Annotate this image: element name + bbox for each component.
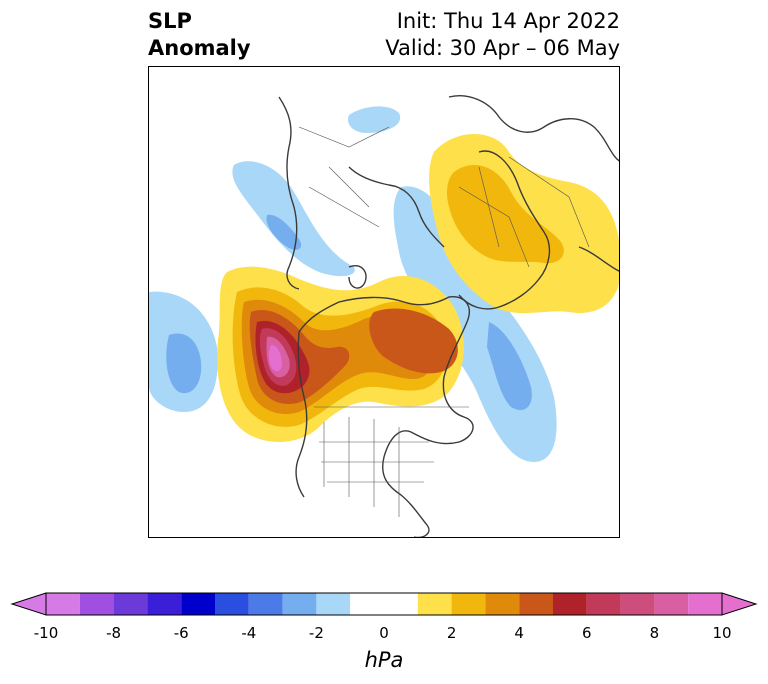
- colorbar-units: hPa: [364, 648, 404, 672]
- title-line-2: Anomaly: [148, 36, 251, 60]
- colorbar-cell: [316, 593, 351, 615]
- map-title: SLP Anomaly: [148, 8, 251, 62]
- colorbar-frame: [45, 592, 723, 616]
- colorbar-cell: [79, 593, 114, 615]
- colorbar: [10, 592, 758, 616]
- colorbar-cell: [181, 593, 215, 615]
- colorbar-cell: [586, 593, 621, 615]
- colorbar-tick-label: -10: [33, 624, 59, 642]
- colorbar-cell: [553, 593, 587, 615]
- colorbar-tick-label: -6: [173, 624, 189, 642]
- positive-anomaly-siberia: [429, 134, 619, 314]
- negative-anomaly-atlantic: [393, 186, 557, 462]
- init-date: Init: Thu 14 Apr 2022: [396, 9, 620, 33]
- coastlines: [278, 95, 619, 537]
- title-line-1: SLP: [148, 9, 192, 33]
- positive-anomaly-northeast-pacific: [217, 266, 464, 442]
- colorbar-cell: [485, 593, 520, 615]
- colorbar-tick-label: 4: [514, 624, 524, 642]
- negative-anomaly-west-pacific: [149, 291, 218, 412]
- colorbar-cell: [147, 593, 182, 615]
- colorbar-extend-high: [721, 592, 758, 616]
- colorbar-tick-label: -8: [106, 624, 122, 642]
- colorbar-tick-label: -2: [308, 624, 324, 642]
- colorbar-cell: [417, 593, 452, 615]
- colorbar-cell: [215, 593, 249, 615]
- valid-range: Valid: 30 Apr – 06 May: [385, 36, 620, 60]
- colorbar-cell: [248, 593, 283, 615]
- map-svg: [149, 95, 619, 537]
- country-borders: [298, 126, 590, 517]
- colorbar-tick-label: 2: [446, 624, 457, 642]
- colorbar-tick-label: -4: [241, 624, 257, 642]
- colorbar-tick-label: 0: [379, 624, 389, 642]
- colorbar-cell: [46, 593, 80, 615]
- colorbar-cell: [519, 593, 553, 615]
- colorbar-cell: [654, 593, 689, 615]
- colorbar-tick-label: 10: [712, 624, 732, 642]
- colorbar-cell: [451, 593, 486, 615]
- colorbar-cell: [688, 593, 722, 615]
- colorbar-tick-label: 8: [649, 624, 660, 642]
- colorbar-cell: [113, 593, 148, 615]
- colorbar-cell: [620, 593, 655, 615]
- colorbar-tick-label: 6: [582, 624, 592, 642]
- slp-anomaly-map: [148, 66, 620, 538]
- negative-anomaly-europe: [232, 106, 401, 277]
- colorbar-extend-low: [10, 592, 47, 616]
- colorbar-cell: [282, 593, 317, 615]
- colorbar-cell: [350, 593, 418, 615]
- date-info: Init: Thu 14 Apr 2022 Valid: 30 Apr – 06…: [385, 8, 620, 62]
